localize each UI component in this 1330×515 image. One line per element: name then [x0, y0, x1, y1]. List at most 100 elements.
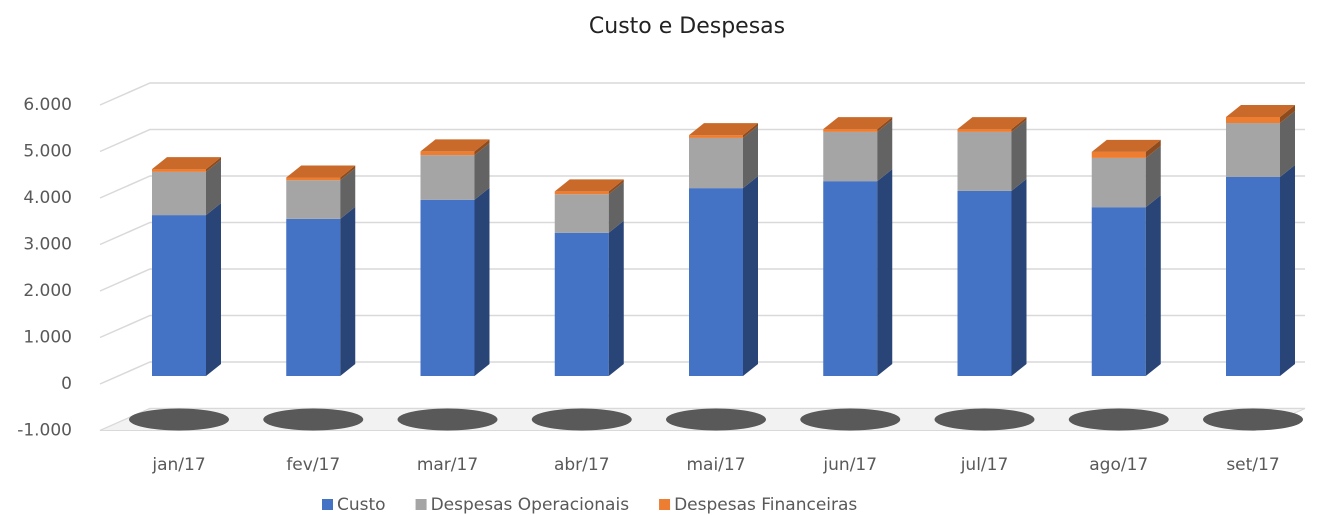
bar-side — [206, 203, 221, 376]
bar-side — [743, 125, 758, 189]
bar-side — [340, 168, 356, 219]
bar-segment — [554, 194, 609, 233]
x-tick-label: mai/17 — [686, 455, 745, 475]
bar-segment — [1226, 123, 1280, 177]
bar-segment — [823, 131, 878, 182]
bar-segment — [286, 180, 341, 219]
floor-shadow — [934, 408, 1035, 431]
y-tick-label: 1.000 — [23, 328, 72, 348]
bar-side — [608, 182, 624, 233]
bar-top — [1226, 104, 1295, 117]
y-tick-label: 4.000 — [23, 188, 72, 208]
bar-segment — [1226, 116, 1280, 124]
grid-line — [99, 268, 1305, 292]
bar-side — [1011, 117, 1027, 132]
x-tick-label: jan/17 — [151, 455, 205, 475]
floor-shadow — [666, 408, 766, 431]
bar-segment — [957, 131, 1012, 191]
bar-segment — [689, 135, 743, 138]
bar-side — [1280, 104, 1295, 124]
grid-line — [99, 175, 1305, 199]
bar-top — [420, 139, 490, 152]
bar-segment — [554, 232, 609, 376]
bar-segment — [823, 129, 878, 132]
bar-side — [877, 169, 893, 376]
grid-line — [99, 82, 1305, 106]
bar-segment — [420, 151, 475, 156]
bar-side — [1011, 178, 1027, 376]
bar-segment — [1226, 176, 1280, 376]
bar-top — [689, 123, 758, 136]
bar-segment — [957, 190, 1012, 376]
bar-side — [1145, 145, 1161, 208]
bar-side — [877, 117, 893, 132]
x-tick-label: jul/17 — [960, 455, 1009, 475]
bar-side — [474, 187, 490, 376]
y-tick-label: 0 — [61, 374, 72, 394]
bar-segment — [286, 218, 341, 376]
bar-side — [1280, 111, 1295, 177]
bar-side — [1145, 195, 1161, 376]
bar-side — [1011, 119, 1027, 191]
chart-title: Custo e Despesas — [589, 14, 785, 39]
floor-shadow — [263, 408, 364, 431]
bar-top — [823, 117, 893, 130]
bar-segment — [152, 169, 206, 172]
bar-segment — [420, 155, 475, 200]
bar-segment — [420, 199, 475, 376]
bar-side — [206, 157, 221, 172]
legend-label: Despesas Operacionais — [431, 495, 630, 515]
floor-shadow — [1203, 408, 1303, 431]
x-tick-label: abr/17 — [554, 455, 610, 475]
bar-segment — [823, 181, 878, 376]
y-tick-label: 5.000 — [23, 142, 72, 162]
bar-side — [474, 143, 490, 200]
grid-line — [99, 128, 1305, 153]
bar-segment — [152, 215, 206, 376]
bar-side — [877, 119, 893, 182]
grid-line — [99, 221, 1305, 246]
bar-segment — [152, 171, 206, 216]
floor-shadow — [1068, 408, 1169, 431]
x-tick-label: ago/17 — [1089, 455, 1148, 475]
floor-shadow — [397, 408, 498, 431]
x-tick-label: mar/17 — [417, 455, 478, 475]
bar-side — [608, 179, 624, 195]
bar-segment — [1091, 151, 1146, 158]
bar-segment — [554, 191, 609, 195]
grid-line — [99, 314, 1305, 339]
bar-side — [1145, 139, 1161, 158]
legend-swatch — [415, 499, 427, 510]
y-tick-label: 3.000 — [23, 235, 72, 255]
y-tick-label: -1.000 — [17, 421, 72, 441]
grid-line — [99, 361, 1305, 385]
bar-side — [743, 123, 758, 138]
x-tick-label: set/17 — [1226, 455, 1279, 475]
bar-side — [743, 176, 758, 376]
bar-segment — [1091, 157, 1146, 208]
bar-top — [286, 165, 356, 178]
bar-side — [1280, 164, 1295, 376]
bar-top — [554, 179, 624, 192]
legend-swatch — [659, 499, 671, 510]
legend-label: Despesas Financeiras — [674, 495, 857, 515]
bar-segment — [1091, 207, 1146, 376]
floor-shadow — [129, 408, 229, 431]
y-tick-label: 6.000 — [23, 95, 72, 115]
bar-side — [474, 139, 490, 156]
bar-segment — [286, 177, 341, 181]
bar-segment — [957, 129, 1012, 132]
bar-top — [1091, 139, 1161, 152]
bar-segment — [689, 137, 743, 189]
x-tick-label: jun/17 — [822, 455, 877, 475]
bar-top — [152, 157, 221, 170]
bar-top — [957, 117, 1027, 130]
bar-side — [206, 159, 221, 216]
bar-side — [608, 220, 624, 376]
floor-shadow — [531, 408, 632, 431]
legend-label: Custo — [337, 495, 386, 515]
y-tick-label: 2.000 — [23, 281, 72, 301]
bar-side — [340, 206, 356, 376]
bar-side — [340, 165, 356, 181]
